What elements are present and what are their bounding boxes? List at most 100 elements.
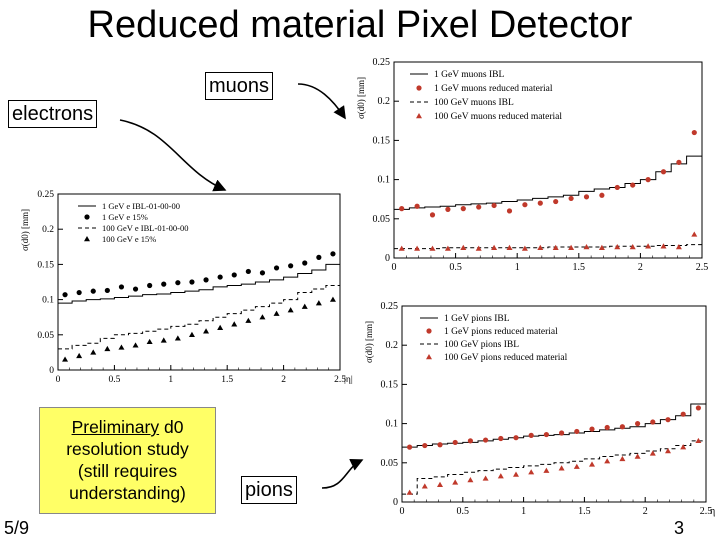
data-point [665,417,671,423]
pions-arrow [321,458,364,489]
slide-number: 5/9 [4,518,30,538]
data-point [521,245,528,251]
data-point [460,244,467,251]
x-tick-label: 0 [400,506,405,517]
data-point [316,254,322,260]
data-point [245,268,251,275]
y-tick-label: 0.15 [37,260,54,270]
data-point [691,231,698,237]
data-point [650,419,656,425]
legend-label: 100 GeV pions reduced material [444,353,568,363]
series-circle [399,129,697,218]
x-tick-label: 1.5 [573,262,586,273]
data-point [695,405,701,411]
legend-marker [84,214,90,220]
data-point [665,448,671,454]
data-point [259,314,266,320]
electrons-label: electrons [8,100,98,128]
legend-label: 100 GeV e 15% [102,234,156,244]
data-point [273,265,280,271]
data-point [559,430,565,436]
data-point [506,208,513,214]
data-point [589,461,595,467]
x-axis-label: |η| [344,375,353,385]
data-point [537,244,544,251]
data-point [543,467,550,473]
data-point [301,303,308,309]
pions-label: pions [241,476,297,504]
data-point [568,244,575,251]
y-tick-label: 0.15 [381,379,399,390]
data-point [513,471,519,477]
note-line-2: resolution study [66,439,189,459]
data-point [630,182,636,188]
data-point [568,195,574,202]
y-tick-label: 0 [385,253,390,264]
data-point [445,206,451,212]
data-point [302,260,308,266]
preliminary-text: Preliminary [71,417,160,437]
x-tick-label: 2 [643,506,648,517]
legend-label: 100 GeV e IBL-01-00-00 [102,223,188,233]
data-point [188,331,195,337]
data-point [604,458,611,464]
data-point [422,442,428,449]
legend-label: 1 GeV e 15% [102,212,148,222]
data-point [231,272,237,278]
data-point [543,431,549,438]
y-tick-label: 0.15 [373,135,391,146]
data-point [467,438,473,444]
step-line [58,263,340,304]
data-point [118,344,125,350]
data-point [552,244,559,251]
data-point [76,289,82,296]
x-tick-label: 0 [392,262,397,273]
y-tick-label: 0.2 [386,340,399,351]
data-point [619,424,625,430]
data-point [645,177,651,183]
data-point [189,279,195,285]
data-point [452,439,458,446]
data-point [203,328,210,334]
data-point [62,356,69,362]
note-line-3: (still requires [77,461,178,481]
y-tick-label: 0.25 [37,190,54,200]
data-point [513,435,519,441]
data-point [231,321,238,327]
data-point [553,198,559,205]
y-tick-label: 0.05 [381,458,399,469]
legend-marker [416,85,422,91]
data-point [598,244,605,251]
x-tick-label: 0.5 [108,375,120,385]
data-point [429,212,436,218]
data-point [506,244,513,251]
plot-frame [393,61,703,259]
legend-marker [84,236,90,242]
slide-title: Reduced material Pixel Detector [87,4,633,46]
data-point [288,263,294,269]
series-step-solid [58,263,340,304]
data-point [287,307,294,313]
data-point [160,337,167,343]
data-point [528,432,534,438]
legend-label: 1 GeV muons reduced material [434,84,553,94]
x-tick-label: 2 [281,375,286,385]
x-tick-label: 1 [515,262,520,273]
data-point [675,244,682,250]
data-point [437,481,443,487]
legend-marker [416,113,422,119]
legend-label: 100 GeV muons IBL [434,98,514,108]
data-point [437,442,443,448]
series-triangle [398,231,698,251]
data-point [476,204,482,210]
series-triangle [406,437,702,495]
data-point [118,284,125,290]
data-point [589,426,595,432]
y-tick-label: 0.05 [373,214,391,225]
y-tick-label: 0.1 [378,175,391,186]
legend-marker [426,354,432,360]
data-point [482,475,489,481]
y-tick-label: 0.05 [37,331,54,341]
data-point [414,245,421,251]
